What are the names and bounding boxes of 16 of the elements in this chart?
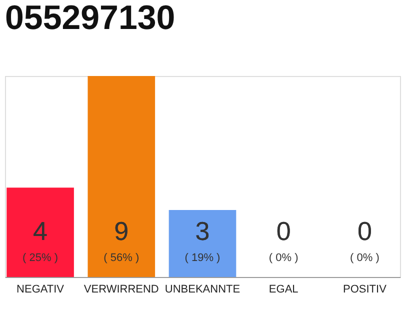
data-label: 0 [276, 216, 291, 246]
annotation: ( 0% ) [350, 252, 380, 264]
x-tick-label: UNBEKANNTE [164, 284, 240, 296]
data-label: 9 [114, 216, 129, 246]
annotation: ( 0% ) [268, 252, 298, 264]
chart-title: 055297130 [5, 0, 176, 37]
data-label: 4 [33, 216, 48, 246]
annotation: ( 25% ) [22, 252, 58, 264]
x-tick-label: VERWIRREND [84, 284, 159, 296]
data-label: 3 [195, 216, 210, 246]
data-label: 0 [357, 216, 372, 246]
x-tick-label: EGAL [268, 284, 298, 296]
annotation: ( 56% ) [104, 252, 140, 264]
x-tick-label: POSITIV [343, 284, 388, 296]
annotation: ( 19% ) [184, 252, 220, 264]
x-tick-label: NEGATIV [16, 284, 65, 296]
